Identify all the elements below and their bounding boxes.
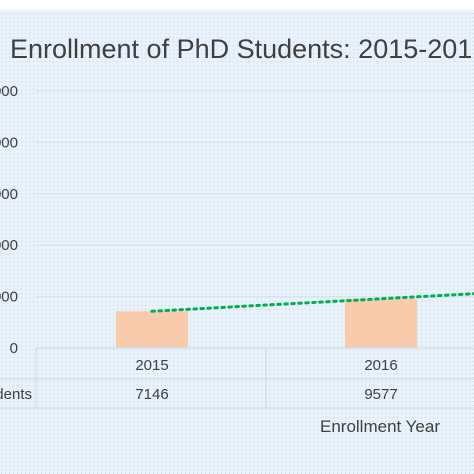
table-value-2016: 9577 <box>364 386 397 403</box>
gridlines <box>36 90 474 298</box>
chart-background <box>0 10 474 474</box>
bars <box>116 298 417 348</box>
y-tick-label: 000 <box>0 134 18 151</box>
x-axis-title: Enrollment Year <box>320 417 440 436</box>
bar-2015 <box>116 311 188 348</box>
category-label-2015: 2015 <box>135 357 168 374</box>
table-row-label: dents <box>0 386 32 403</box>
y-tick-label: 000 <box>0 237 18 254</box>
chart-title: Enrollment of PhD Students: 2015-201 <box>10 34 472 64</box>
trendline <box>150 292 474 313</box>
y-tick-label: 0 <box>10 340 18 357</box>
table-value-2015: 7146 <box>135 386 168 403</box>
category-label-2016: 2016 <box>364 357 397 374</box>
data-table: dents 2015 2016 7146 9577 <box>0 347 474 409</box>
y-axis-ticks: 0000000000000000 <box>0 83 18 357</box>
y-tick-label: 000 <box>0 289 18 306</box>
bar-2016 <box>345 298 417 348</box>
y-tick-label: 000 <box>0 186 18 203</box>
y-tick-label: 000 <box>0 83 18 100</box>
